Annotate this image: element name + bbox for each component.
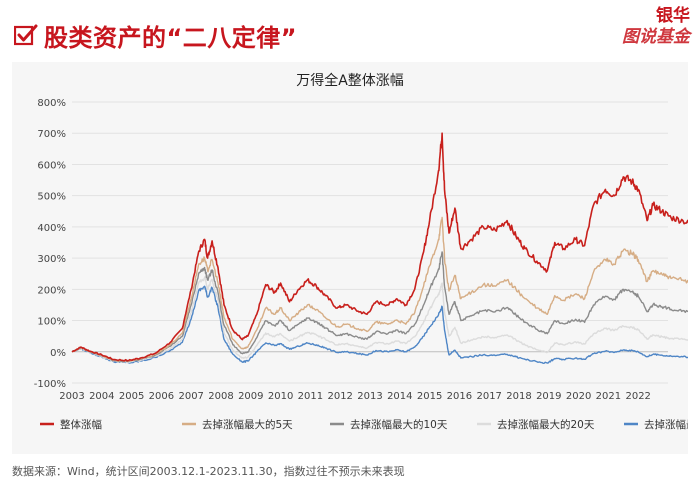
legend-label: 去掉涨幅最大的10天 [350, 418, 448, 431]
x-tick-label: 2022 [625, 391, 650, 402]
chart-panel: 万得全A整体涨幅 -100% 0% 100% 200% 300% 400% 500% 600%… [12, 62, 688, 454]
chart-title: 万得全A整体涨幅 [296, 73, 404, 89]
x-tick-label: 2006 [149, 391, 174, 402]
y-tick-label: 600% [37, 160, 66, 171]
y-tick-label: 500% [37, 192, 66, 203]
header: 股类资产的“二八定律” 银华 图说基金 [0, 0, 700, 62]
series-line-4 [71, 276, 688, 364]
y-tick-label: -100% [34, 379, 66, 390]
x-tick-label: 2010 [268, 391, 293, 402]
y-tick-label: 200% [37, 285, 66, 296]
x-tick-label: 2016 [447, 391, 472, 402]
series-line-3 [71, 251, 688, 363]
x-tick-label: 2020 [566, 391, 591, 402]
x-tick-label: 2014 [387, 391, 412, 402]
x-tick-label: 2009 [238, 391, 263, 402]
x-tick-label: 2015 [417, 391, 442, 402]
series-line-5 [71, 285, 688, 364]
y-tick-label: 800% [37, 98, 66, 109]
x-tick-label: 2003 [59, 391, 84, 402]
series-line-2 [71, 216, 688, 362]
x-tick-label: 2004 [89, 391, 114, 402]
logo-line1: 银华 [656, 6, 690, 26]
logo-line2: 图说基金 [622, 27, 690, 47]
checkbox-icon [14, 24, 38, 46]
x-tick-label: 2013 [357, 391, 382, 402]
page-title: 股类资产的“二八定律” [44, 24, 298, 52]
x-tick-label: 2011 [298, 391, 323, 402]
x-tick-label: 2021 [596, 391, 621, 402]
x-tick-label: 2017 [476, 391, 501, 402]
brand-logo: 银华 图说基金 [594, 6, 690, 54]
y-tick-label: 300% [37, 254, 66, 265]
source-note: 数据来源：Wind，统计区间2003.12.1-2023.11.30，指数过往不… [12, 465, 405, 478]
series-line-1 [71, 132, 688, 362]
x-tick-label: 2005 [119, 391, 144, 402]
y-tick-label: 100% [37, 317, 66, 328]
y-tick-label: 0% [50, 348, 66, 359]
x-tick-label: 2018 [506, 391, 531, 402]
y-tick-label: 700% [37, 129, 66, 140]
x-tick-label: 2012 [327, 391, 352, 402]
x-tick-label: 2008 [208, 391, 233, 402]
x-tick-label: 2007 [178, 391, 203, 402]
x-tick-label: 2019 [536, 391, 561, 402]
legend-label: 去掉涨幅最大的30天 [644, 418, 688, 431]
legend-label: 去掉涨幅最大的5天 [202, 418, 293, 431]
y-tick-label: 400% [37, 223, 66, 234]
legend-label: 整体涨幅 [60, 418, 102, 431]
legend-label: 去掉涨幅最大的20天 [497, 418, 595, 431]
line-chart: -100% 0% 100% 200% 300% 400% 500% 600% 700% 800% 2… [34, 98, 688, 431]
